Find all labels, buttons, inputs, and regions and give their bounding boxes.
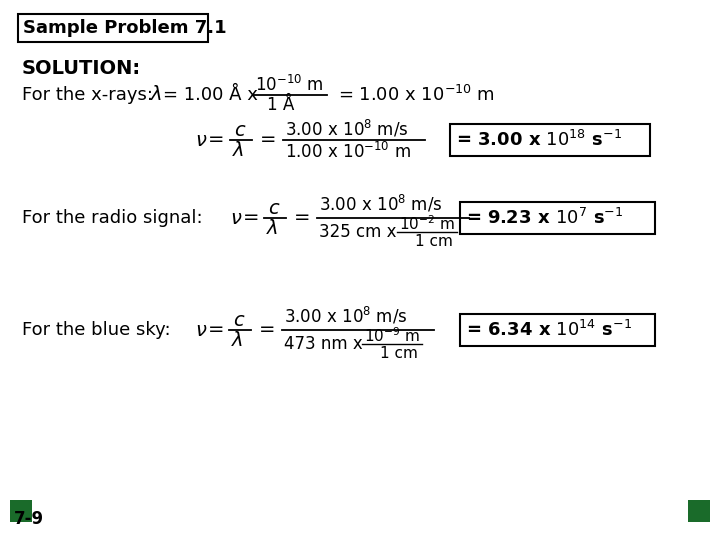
Text: =: = (260, 131, 276, 150)
Text: 473 nm x: 473 nm x (284, 335, 363, 353)
Bar (460, 202, 655, 234)
Text: = 1.00 Å x: = 1.00 Å x (163, 86, 258, 104)
Text: For the blue sky:: For the blue sky: (22, 321, 171, 339)
Text: 1 cm: 1 cm (380, 346, 418, 361)
Bar (688, 500, 710, 522)
Text: $\nu$: $\nu$ (195, 131, 207, 150)
Text: Sample Problem 7.1: Sample Problem 7.1 (23, 19, 227, 37)
Text: 3.00 x $10^{8}$ m/s: 3.00 x $10^{8}$ m/s (285, 118, 409, 139)
Text: 325 cm x: 325 cm x (319, 223, 397, 241)
Text: For the x-rays:: For the x-rays: (22, 86, 153, 104)
Text: =: = (243, 208, 259, 227)
Text: $\nu$: $\nu$ (195, 321, 207, 340)
Text: For the radio signal:: For the radio signal: (22, 209, 202, 227)
Bar (450, 124, 650, 156)
Bar (18, 14, 208, 42)
Text: $\lambda$: $\lambda$ (231, 332, 243, 350)
Text: =: = (208, 321, 225, 340)
Text: $\lambda$: $\lambda$ (150, 85, 163, 105)
Text: $\lambda$: $\lambda$ (266, 219, 279, 239)
Text: $c$: $c$ (234, 120, 246, 139)
Text: 3.00 x $10^{8}$ m/s: 3.00 x $10^{8}$ m/s (319, 193, 443, 214)
Bar (460, 314, 655, 346)
Text: SOLUTION:: SOLUTION: (22, 58, 141, 78)
Bar (10, 500, 32, 522)
Text: $10^{-10}$ m: $10^{-10}$ m (255, 75, 323, 95)
Text: $10^{-9}$ m: $10^{-9}$ m (364, 327, 420, 346)
Text: 1 Å: 1 Å (267, 96, 294, 114)
Text: 1.00 x $10^{-10}$ m: 1.00 x $10^{-10}$ m (285, 142, 411, 162)
Text: 3.00 x $10^{8}$ m/s: 3.00 x $10^{8}$ m/s (284, 306, 408, 327)
Text: $10^{-2}$ m: $10^{-2}$ m (399, 214, 455, 233)
Text: = 9.23 x $10^{7}$ s$^{-1}$: = 9.23 x $10^{7}$ s$^{-1}$ (466, 208, 624, 228)
Text: 1 cm: 1 cm (415, 233, 453, 248)
Text: 7-9: 7-9 (14, 510, 44, 528)
Text: = 6.34 x $10^{14}$ s$^{-1}$: = 6.34 x $10^{14}$ s$^{-1}$ (466, 320, 632, 340)
Text: = 3.00 x $10^{18}$ s$^{-1}$: = 3.00 x $10^{18}$ s$^{-1}$ (456, 130, 622, 150)
Text: $c$: $c$ (233, 310, 246, 329)
Text: =: = (294, 208, 310, 227)
Text: $c$: $c$ (268, 199, 281, 218)
Text: =: = (259, 321, 276, 340)
Text: $\nu$: $\nu$ (230, 208, 243, 227)
Text: = 1.00 x $10^{-10}$ m: = 1.00 x $10^{-10}$ m (338, 85, 495, 105)
Text: =: = (208, 131, 225, 150)
Text: $\lambda$: $\lambda$ (232, 141, 244, 160)
